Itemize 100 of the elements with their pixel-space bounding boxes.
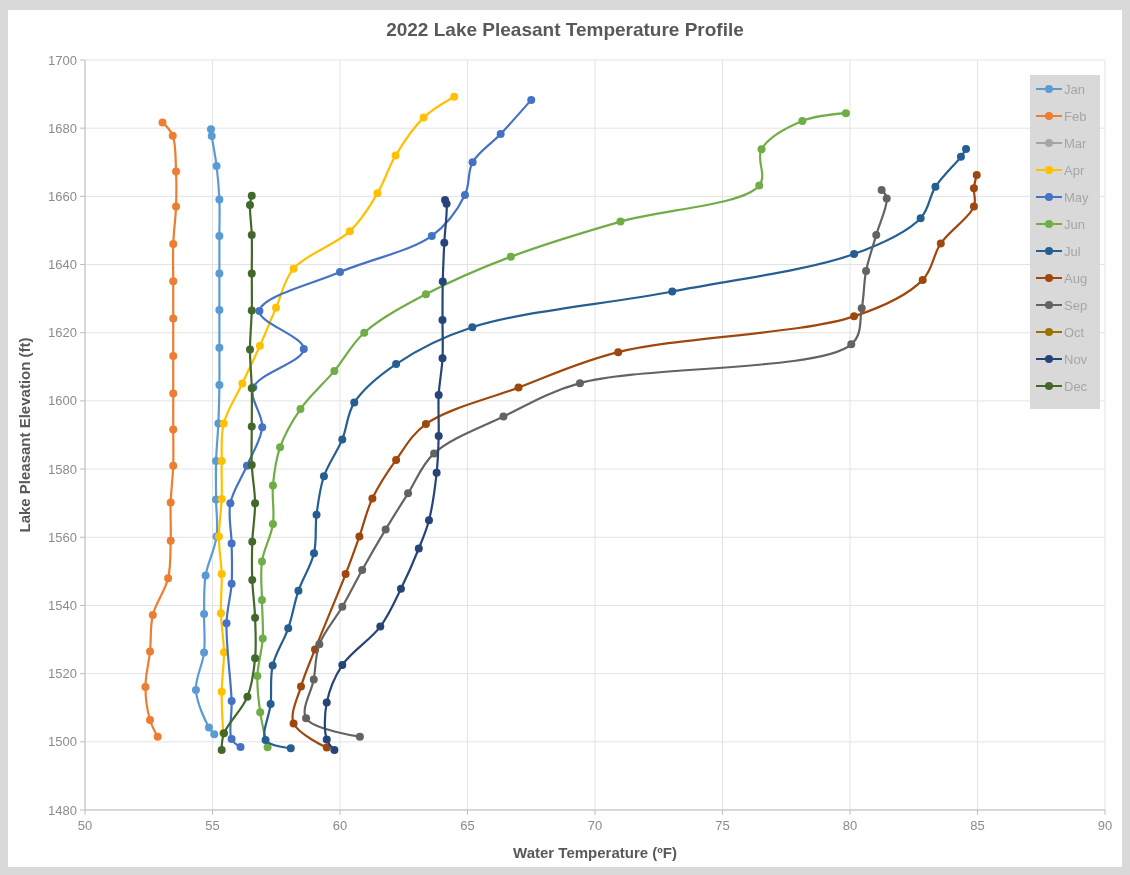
point: [575, 379, 584, 388]
point: [248, 575, 257, 584]
point: [847, 340, 856, 349]
point: [204, 723, 213, 732]
point: [247, 191, 256, 200]
point: [243, 692, 252, 701]
point: [427, 231, 436, 240]
point: [227, 579, 236, 588]
point: [506, 252, 515, 261]
point: [499, 412, 508, 421]
point: [425, 516, 433, 525]
point: [355, 532, 364, 541]
point: [158, 118, 167, 127]
point: [169, 461, 178, 470]
point: [238, 379, 247, 388]
x-axis-title: Water Temperature (ºF): [513, 844, 677, 861]
point: [368, 494, 377, 503]
point: [614, 348, 623, 357]
point: [338, 661, 347, 670]
point: [268, 481, 277, 490]
point: [172, 167, 181, 176]
y-tick-label: 1600: [48, 393, 77, 409]
point: [251, 654, 260, 663]
point: [258, 634, 267, 643]
point: [299, 345, 308, 354]
point: [434, 432, 443, 441]
point: [169, 351, 178, 360]
point: [212, 162, 221, 171]
point: [258, 423, 267, 432]
point: [460, 191, 469, 199]
point: [396, 584, 405, 593]
point: [755, 181, 764, 190]
point: [153, 732, 162, 741]
point: [226, 499, 235, 508]
point: [201, 571, 210, 580]
point: [936, 239, 945, 248]
point: [336, 268, 344, 277]
point: [217, 570, 226, 579]
point: [468, 323, 477, 332]
point: [916, 214, 925, 223]
point: [169, 425, 178, 434]
point: [217, 456, 226, 465]
point: [850, 312, 859, 321]
point: [404, 489, 413, 498]
y-tick-label: 1580: [48, 461, 77, 477]
point: [918, 275, 927, 284]
point: [215, 195, 224, 204]
point: [247, 230, 256, 239]
y-tick-label: 1680: [48, 120, 77, 136]
point: [236, 742, 245, 751]
point: [247, 461, 256, 469]
x-tick-label: 60: [332, 818, 348, 833]
y-tick-label: 1660: [48, 188, 77, 204]
point: [392, 455, 401, 464]
point: [217, 687, 226, 696]
point: [392, 360, 401, 369]
point: [266, 699, 275, 708]
point: [440, 238, 449, 247]
y-axis-title: Lake Pleasant Elevation (ft): [16, 337, 33, 533]
point: [272, 303, 280, 312]
point: [350, 398, 359, 407]
point: [969, 184, 978, 193]
point: [358, 566, 367, 574]
point: [253, 672, 262, 681]
point: [360, 328, 369, 337]
chart-title: 2022 Lake Pleasant Temperature Profile: [386, 19, 744, 40]
point: [438, 316, 447, 325]
point: [268, 519, 277, 528]
point: [373, 189, 382, 198]
point: [322, 735, 331, 744]
x-tick-label: 85: [970, 818, 985, 833]
point: [146, 647, 155, 656]
point: [251, 613, 260, 622]
point: [882, 194, 891, 203]
point: [956, 152, 965, 161]
point: [207, 132, 216, 141]
point: [514, 383, 523, 392]
point: [296, 405, 305, 414]
point: [210, 730, 219, 739]
point: [857, 304, 866, 313]
point: [668, 287, 677, 296]
point: [376, 622, 385, 631]
point: [276, 443, 285, 452]
x-tick-label: 70: [587, 818, 603, 833]
point: [263, 743, 272, 752]
point: [841, 109, 850, 118]
point: [206, 125, 215, 134]
y-tick-label: 1500: [48, 734, 77, 750]
point: [322, 743, 331, 752]
point: [141, 682, 150, 691]
point: [200, 609, 209, 618]
point: [215, 231, 224, 240]
point: [341, 570, 350, 579]
point: [931, 182, 940, 191]
y-tick-label: 1520: [48, 666, 77, 682]
point: [421, 290, 430, 299]
point: [338, 435, 347, 444]
point: [496, 129, 505, 138]
point: [169, 389, 178, 398]
point: [877, 185, 886, 194]
